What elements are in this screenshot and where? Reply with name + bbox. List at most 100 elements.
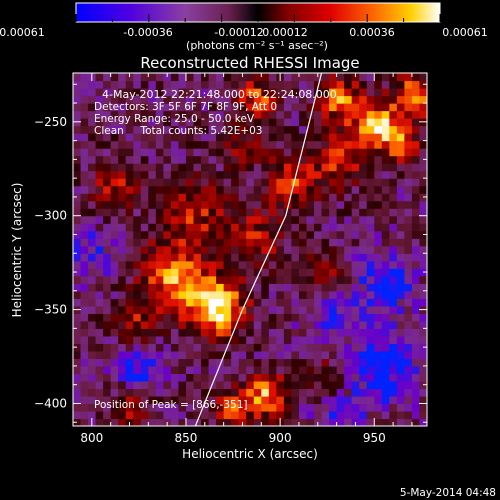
heatmap-cell <box>381 170 390 179</box>
heatmap-cell <box>110 350 119 359</box>
heatmap-cell <box>329 358 338 367</box>
heatmap-cell <box>118 320 127 329</box>
heatmap-cell <box>344 410 353 420</box>
heatmap-cell <box>276 365 285 375</box>
heatmap-cell <box>381 80 390 89</box>
heatmap-cell <box>185 223 195 232</box>
heatmap-cell <box>170 275 180 284</box>
heatmap-cell <box>178 148 187 157</box>
heatmap-cell <box>396 80 405 89</box>
heatmap-cell <box>193 88 202 97</box>
heatmap-cell <box>231 373 240 382</box>
heatmap-cell <box>306 290 315 299</box>
heatmap-cell <box>223 290 232 299</box>
heatmap-cell <box>95 200 104 209</box>
heatmap-cell <box>155 418 164 426</box>
heatmap-cell <box>155 268 164 277</box>
heatmap-cell <box>314 148 323 157</box>
heatmap-cell <box>344 283 353 292</box>
footer-timestamp: 5-May-2014 04:48 <box>400 487 496 499</box>
heatmap-cell <box>118 148 127 157</box>
heatmap-cell <box>366 283 375 292</box>
heatmap-cell <box>185 313 195 322</box>
heatmap-cell <box>374 260 383 269</box>
heatmap-cell <box>396 223 405 232</box>
heatmap-cell <box>336 395 345 405</box>
heatmap-cell <box>80 410 89 420</box>
heatmap-cell <box>178 290 187 299</box>
heatmap-cell <box>201 88 210 97</box>
heatmap-cell <box>155 178 164 187</box>
heatmap-cell <box>366 313 375 322</box>
heatmap-cell <box>185 380 195 390</box>
heatmap-cell <box>283 388 293 397</box>
heatmap-cell <box>185 298 195 307</box>
heatmap-cell <box>306 410 315 420</box>
heatmap-cell <box>396 125 405 134</box>
heatmap-cell <box>291 178 300 187</box>
heatmap-cell <box>261 365 270 375</box>
heatmap-cell <box>125 208 134 217</box>
heatmap-cell <box>283 245 293 254</box>
heatmap-cell <box>351 268 360 277</box>
heatmap-cell <box>178 410 187 420</box>
heatmap-cell <box>118 245 127 254</box>
heatmap-cell <box>118 418 127 426</box>
heatmap-cell <box>148 193 157 202</box>
heatmap-cell <box>140 223 149 232</box>
heatmap-cell <box>291 365 300 375</box>
heatmap-cell <box>155 403 164 412</box>
heatmap-cell <box>178 245 187 254</box>
heatmap-cell <box>133 103 142 112</box>
heatmap-cell <box>404 268 413 277</box>
heatmap-cell <box>238 373 247 382</box>
heatmap-cell <box>351 193 360 202</box>
heatmap-cell <box>336 418 345 426</box>
heatmap-cell <box>80 298 89 307</box>
heatmap-cell <box>110 215 119 224</box>
heatmap-cell <box>419 298 427 307</box>
heatmap-cell <box>216 95 225 104</box>
heatmap-cell <box>389 260 398 269</box>
heatmap-cell <box>276 335 285 344</box>
heatmap-cell <box>321 305 330 314</box>
heatmap-cell <box>253 230 262 239</box>
heatmap-cell <box>396 343 405 352</box>
heatmap-cell <box>359 223 368 232</box>
heatmap-cell <box>291 395 300 405</box>
heatmap-cell <box>223 320 232 329</box>
heatmap-cell <box>276 403 285 412</box>
heatmap-cell <box>268 283 277 292</box>
heatmap-cell <box>140 110 149 119</box>
heatmap-cell <box>351 230 360 239</box>
heatmap-cell <box>163 320 172 329</box>
heatmap-cell <box>118 230 127 239</box>
heatmap-cell <box>329 103 338 112</box>
heatmap-cell <box>283 193 293 202</box>
heatmap-cell <box>155 245 164 254</box>
heatmap-cell <box>125 148 134 157</box>
heatmap-cell <box>374 365 383 375</box>
heatmap-cell <box>140 418 149 426</box>
heatmap-cell <box>344 328 353 337</box>
heatmap-cell <box>261 110 270 119</box>
heatmap-cell <box>155 155 164 164</box>
heatmap-cell <box>216 395 225 405</box>
heatmap-cell <box>306 260 315 269</box>
heatmap-cell <box>125 125 134 134</box>
heatmap-cell <box>163 260 172 269</box>
heatmap-cell <box>381 335 390 344</box>
heatmap-cell <box>261 320 270 329</box>
heatmap-cell <box>306 350 315 359</box>
heatmap-cell <box>133 313 142 322</box>
heatmap-cell <box>110 103 119 112</box>
heatmap-cell <box>351 170 360 179</box>
heatmap-cell <box>261 118 270 127</box>
heatmap-cell <box>268 193 277 202</box>
heatmap-cell <box>95 230 104 239</box>
heatmap-cell <box>118 298 127 307</box>
heatmap-cell <box>314 178 323 187</box>
heatmap-cell <box>110 275 119 284</box>
heatmap-cell <box>208 155 217 164</box>
heatmap-cell <box>374 238 383 247</box>
